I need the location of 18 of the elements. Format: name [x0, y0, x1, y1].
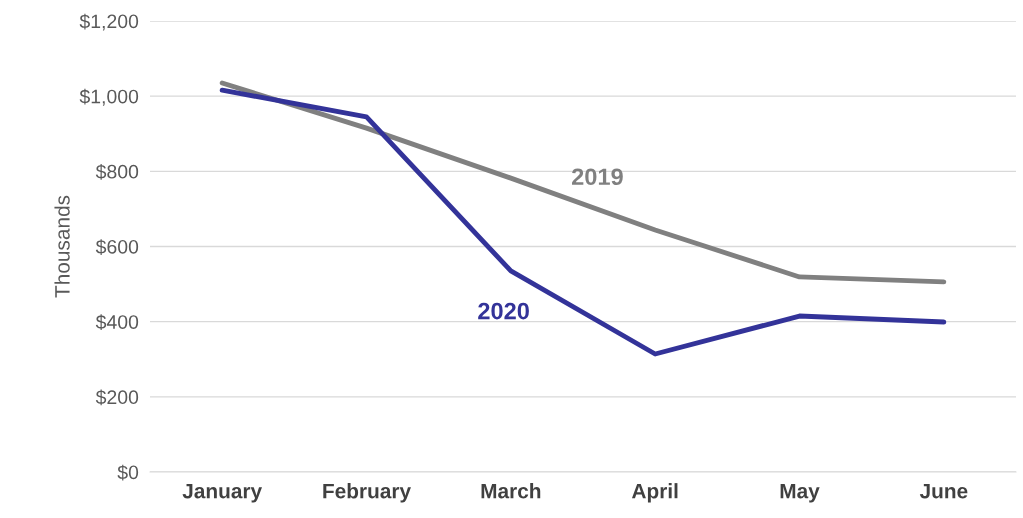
- x-tick-label: April: [631, 483, 678, 503]
- x-tick-label: June: [919, 483, 968, 499]
- x-tick-label: May: [780, 483, 820, 503]
- y-tick-label: $600: [95, 239, 139, 255]
- x-tick-label: January: [182, 483, 263, 503]
- y-tick-label: $400: [95, 314, 139, 331]
- series-label: 2019: [571, 168, 623, 186]
- y-tick-label: $200: [95, 389, 139, 406]
- line-series: [219, 80, 947, 285]
- x-tick-label: February: [323, 483, 411, 503]
- y-tick-label: $1,000: [79, 88, 139, 106]
- line-series: [219, 87, 947, 357]
- y-tick-label: $0: [117, 464, 139, 481]
- y-tick-label: $800: [95, 163, 139, 180]
- series-label: 2020: [478, 302, 529, 320]
- y-tick-label: $1,200: [79, 13, 139, 31]
- y-axis-title: Thousands: [54, 195, 70, 298]
- x-tick-label: March: [481, 483, 541, 499]
